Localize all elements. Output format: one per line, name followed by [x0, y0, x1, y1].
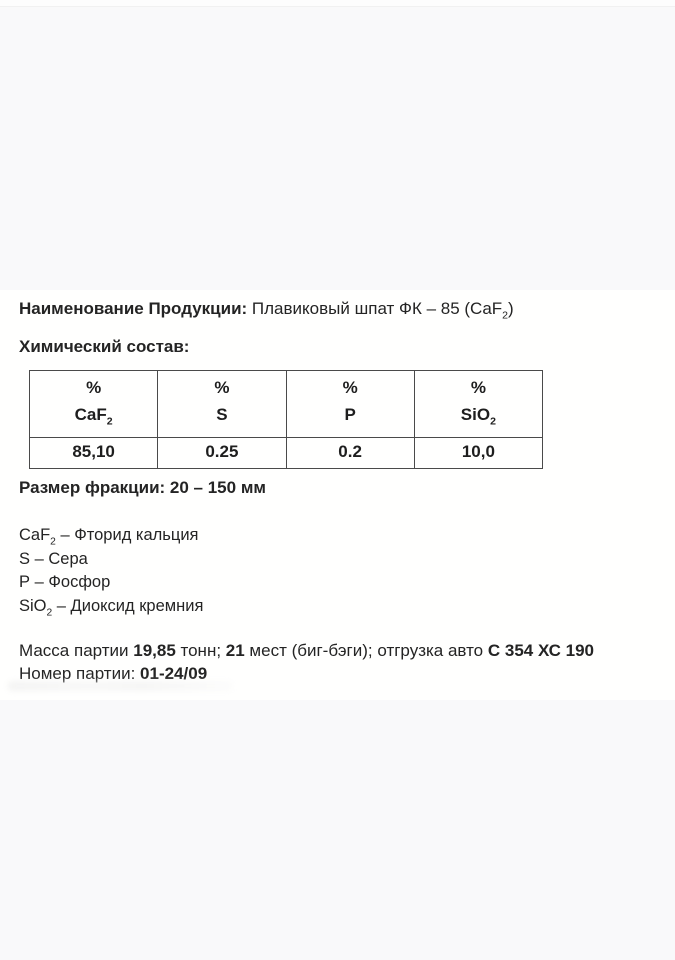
header-cell-s: % S: [157, 370, 287, 438]
legend-list: CaF2 – Фторид кальция S – Сера P – Фосфо…: [19, 524, 655, 618]
batch-number-value: 01-24/09: [140, 664, 208, 683]
vehicle-plate: С 354 ХС 190: [487, 641, 595, 660]
value-cell-p: 0.2: [285, 437, 415, 469]
formula-label: S: [216, 405, 228, 424]
formula-label: SiO2: [460, 405, 496, 428]
unit-label: %: [86, 378, 102, 397]
table-header-row: % CaF2 % S % P % SiO2: [28, 370, 544, 438]
photo-top-edge-artifact: [0, 0, 675, 7]
document-sheet: Наименование Продукции: Плавиковый шпат …: [0, 290, 675, 700]
legend-item-s: S – Сера: [19, 549, 88, 568]
unit-label: %: [214, 378, 230, 397]
legend-item-p: P – Фосфор: [19, 573, 111, 591]
fraction-size-line: Размер фракции: 20 – 150 мм: [19, 478, 266, 497]
composition-table: % CaF2 % S % P % SiO2: [28, 370, 544, 469]
formula-label: CaF2: [74, 405, 113, 428]
formula-subscript: 2: [46, 606, 53, 618]
unit-label: %: [470, 378, 486, 397]
table-value-row: 85,10 0.25 0.2 10,0: [28, 437, 544, 469]
product-name-value: Плавиковый шпат ФК – 85 (CaF2): [251, 299, 514, 322]
batch-mass-line: Масса партии 19,85 тонн; 21 мест (биг-бэ…: [19, 641, 595, 660]
formula-subscript: 2: [106, 415, 113, 428]
formula-label: P: [344, 405, 356, 424]
composition-heading: Химический состав:: [19, 337, 190, 356]
formula-subscript: 2: [50, 536, 56, 548]
product-name-line: Наименование Продукции: Плавиковый шпат …: [19, 298, 655, 322]
unit-label: %: [342, 378, 358, 397]
formula-subscript: 2: [502, 309, 509, 322]
header-cell-caf2: % CaF2: [28, 370, 159, 438]
header-cell-sio2: % SiO2: [413, 370, 544, 438]
value-cell-sio2: 10,0: [413, 437, 544, 469]
blurred-text-artifact: [8, 681, 233, 691]
formula-subscript: 2: [490, 415, 496, 428]
value-cell-caf2: 85,10: [28, 437, 159, 469]
value-cell-s: 0.25: [157, 437, 287, 469]
legend-item-caf2: CaF2 – Фторид кальция: [19, 526, 199, 548]
product-name-label: Наименование Продукции:: [19, 299, 248, 318]
header-cell-p: % P: [285, 370, 415, 438]
legend-item-sio2: SiO2 – Диоксид кремния: [19, 596, 204, 618]
batch-number-line: Номер партии: 01-24/09: [19, 664, 208, 683]
batch-info-block: Масса партии 19,85 тонн; 21 мест (биг-бэ…: [19, 639, 655, 685]
